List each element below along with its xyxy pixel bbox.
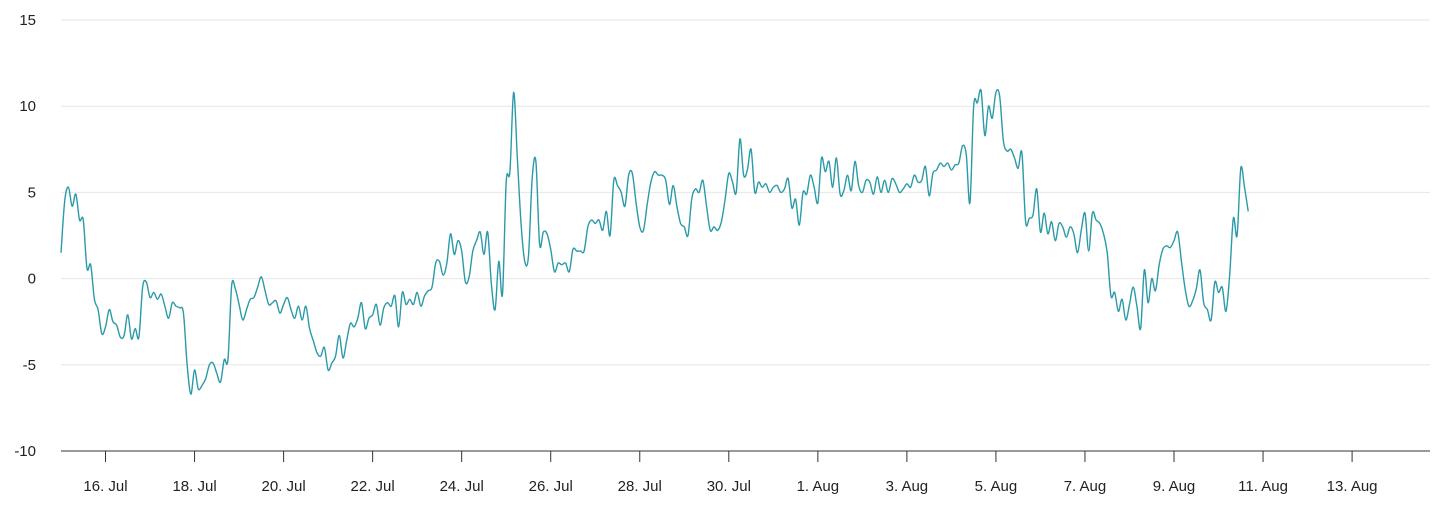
x-tick-label: 20. Jul: [262, 478, 306, 495]
y-tick-label: -5: [23, 357, 36, 374]
x-tick-label: 7. Aug: [1064, 478, 1107, 495]
x-tick-label: 13. Aug: [1327, 478, 1378, 495]
x-tick-label: 22. Jul: [351, 478, 395, 495]
y-tick-label: 15: [19, 12, 36, 29]
y-tick-label: 10: [19, 98, 36, 115]
grid-lines: [61, 19, 1430, 366]
x-axis: 16. Jul 18. Jul 20. Jul 22. Jul 24. Jul 26. J…: [61, 450, 1430, 495]
x-tick-label: 11. Aug: [1238, 478, 1288, 495]
x-tick-label: 28. Jul: [618, 478, 662, 495]
x-tick-label: 1. Aug: [797, 478, 840, 495]
y-tick-label: 5: [28, 184, 36, 201]
y-tick-label: 0: [28, 271, 36, 288]
x-tick-label: 9. Aug: [1153, 478, 1196, 495]
series-line: [60, 88, 1249, 395]
x-tick-label: 3. Aug: [886, 478, 929, 495]
y-tick-label: -10: [14, 443, 36, 460]
x-tick-label: 5. Aug: [975, 478, 1018, 495]
x-tick-label: 26. Jul: [529, 478, 573, 495]
series-layer: [60, 88, 1249, 395]
x-tick-label: 30. Jul: [707, 478, 751, 495]
x-tick-label: 24. Jul: [440, 478, 484, 495]
y-axis-labels: -10 -5 0 5 10 15: [14, 12, 36, 460]
x-tick-label: 18. Jul: [172, 478, 216, 495]
x-tick-label: 16. Jul: [83, 478, 127, 495]
